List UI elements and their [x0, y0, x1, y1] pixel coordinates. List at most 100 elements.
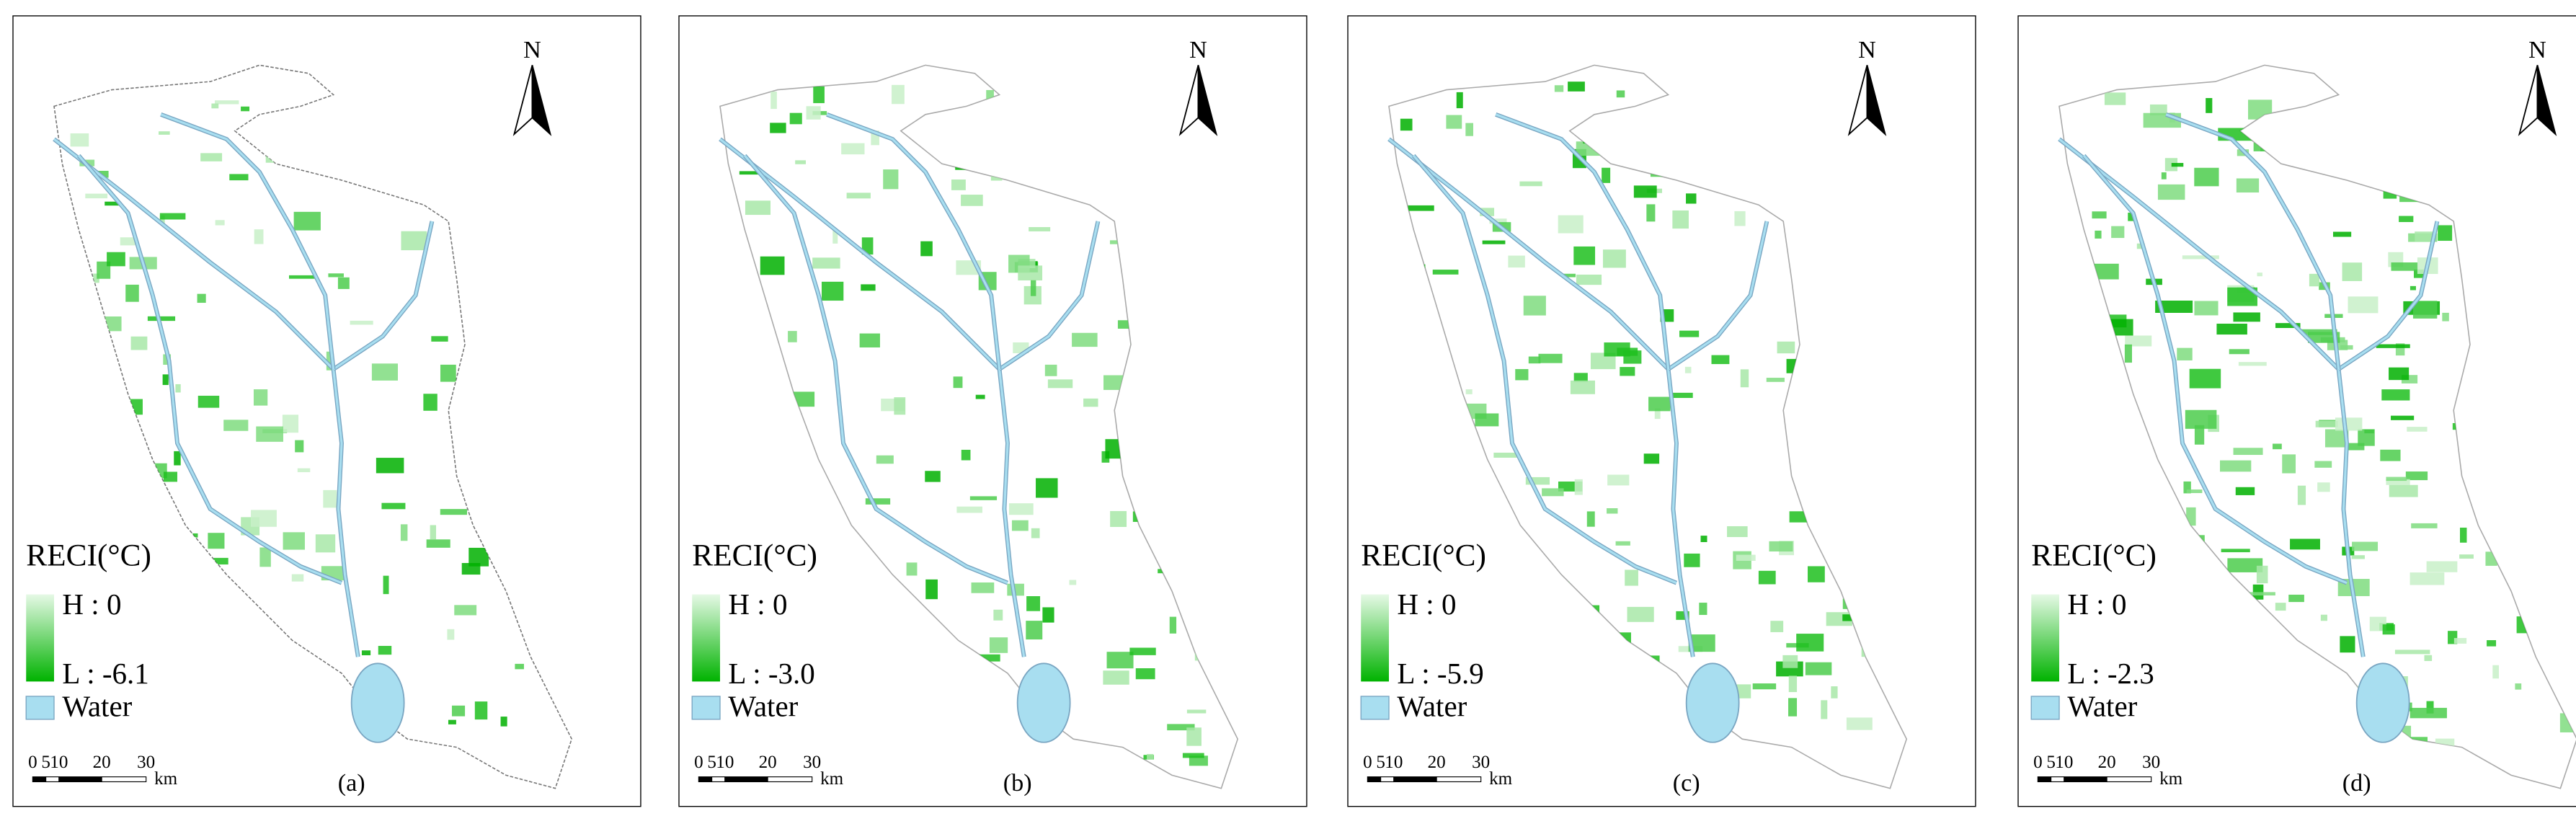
reci-patch — [892, 84, 905, 105]
scale-label: 10 — [1385, 753, 1403, 772]
reci-patch — [1117, 320, 1138, 329]
reci-patch — [1026, 596, 1041, 611]
reci-patch — [1189, 755, 1208, 766]
reci-patch — [423, 394, 438, 411]
reci-patch — [326, 351, 332, 371]
reci-patch — [1679, 330, 1700, 337]
reci-patch — [350, 320, 373, 325]
reci-patch — [376, 458, 404, 474]
reci-patch — [989, 637, 1008, 653]
reci-patch — [1752, 683, 1777, 690]
reci-patch — [760, 256, 785, 275]
reci-patch — [925, 579, 938, 600]
legend-water-swatch — [25, 696, 55, 720]
region-outline — [719, 64, 1239, 789]
scale-label: 5 — [1376, 753, 1385, 772]
reci-patch — [256, 426, 283, 442]
reci-patch — [130, 336, 148, 350]
reci-patch — [1465, 123, 1473, 136]
river-inner — [160, 113, 335, 370]
reci-patch — [2128, 213, 2134, 221]
reci-patch — [1684, 366, 1692, 373]
reci-patch — [378, 645, 392, 655]
reci-patch — [2315, 420, 2338, 427]
reci-patch — [1106, 652, 1134, 669]
reci-patch — [2376, 344, 2410, 348]
reci-patch — [1646, 204, 1656, 222]
reci-patch — [1558, 215, 1584, 234]
reci-patch — [2442, 312, 2449, 322]
reci-patch — [253, 389, 268, 406]
legend-high: H : 0 — [62, 588, 121, 621]
river-inner — [2082, 154, 2348, 585]
reci-patch — [2249, 592, 2275, 596]
reci-patch — [323, 489, 337, 508]
north-arrow-right — [531, 65, 552, 136]
reci-patch — [2104, 92, 2126, 105]
north-arrow-right — [1866, 65, 1887, 136]
reci-patch — [2424, 655, 2433, 661]
reci-patch — [1186, 727, 1202, 746]
reci-patch — [1671, 392, 1693, 399]
reci-patch — [85, 193, 108, 199]
reci-patch — [2391, 415, 2415, 420]
reci-patch — [1408, 205, 1434, 211]
reci-patch — [1648, 396, 1671, 412]
reci-patch — [2399, 216, 2414, 223]
reci-patch — [770, 91, 777, 110]
reci-patch — [200, 153, 223, 161]
reci-patch — [1103, 670, 1129, 685]
reci-patch — [1684, 553, 1700, 567]
scale-unit: km — [2159, 769, 2183, 789]
reci-patch — [1135, 668, 1155, 680]
reci-patch — [961, 449, 971, 461]
legend-gradient — [1361, 594, 1389, 682]
reci-patch — [2189, 368, 2221, 389]
reci-patch — [883, 169, 899, 190]
reci-patch — [2411, 523, 2438, 528]
reci-patch — [2405, 471, 2428, 481]
reci-patch — [2206, 98, 2213, 113]
legend-title: RECI(°C) — [1361, 538, 1486, 572]
reci-patch — [197, 395, 220, 408]
reci-patch — [383, 575, 389, 595]
river-inner — [1495, 113, 1670, 370]
region-outline — [53, 64, 573, 789]
reci-patch — [1573, 373, 1588, 382]
north-label: N — [2528, 37, 2546, 63]
reci-patch — [1508, 255, 1525, 268]
reci-patch — [1654, 408, 1661, 420]
scale-label: 0 — [1363, 753, 1372, 772]
scale-bar-segment — [2064, 776, 2108, 783]
reci-patch — [2332, 231, 2352, 237]
reci-patch — [788, 331, 797, 342]
reci-patch — [2412, 301, 2438, 319]
reci-patch — [2459, 554, 2474, 559]
reci-patch — [162, 374, 169, 386]
reci-patch — [2410, 707, 2447, 719]
legend-low: L : -6.1 — [62, 657, 148, 690]
reci-patch — [107, 252, 125, 267]
reci-patch — [806, 106, 821, 120]
reci-patch — [2391, 262, 2418, 271]
river-inner — [332, 221, 433, 371]
reci-patch — [1036, 478, 1058, 498]
scale-bar-segment — [1367, 776, 1382, 783]
reci-patch — [1515, 368, 1529, 381]
reci-patch — [1069, 580, 1077, 585]
river-inner — [2337, 221, 2438, 371]
scale-label: 5 — [707, 753, 716, 772]
reci-patch — [2236, 178, 2260, 193]
reci-patch — [2229, 349, 2249, 355]
reci-patch — [2182, 255, 2219, 260]
river-inner — [719, 138, 1026, 657]
reci-patch — [1542, 488, 1564, 497]
region-outline — [1388, 64, 1908, 789]
reci-patch — [159, 131, 170, 135]
scale-bar-segment — [2106, 776, 2152, 783]
reci-patch — [1727, 526, 1748, 538]
reci-patch — [1047, 379, 1073, 389]
reci-patch — [120, 237, 136, 246]
reci-patch — [2380, 449, 2401, 461]
reci-patch — [2220, 460, 2252, 472]
